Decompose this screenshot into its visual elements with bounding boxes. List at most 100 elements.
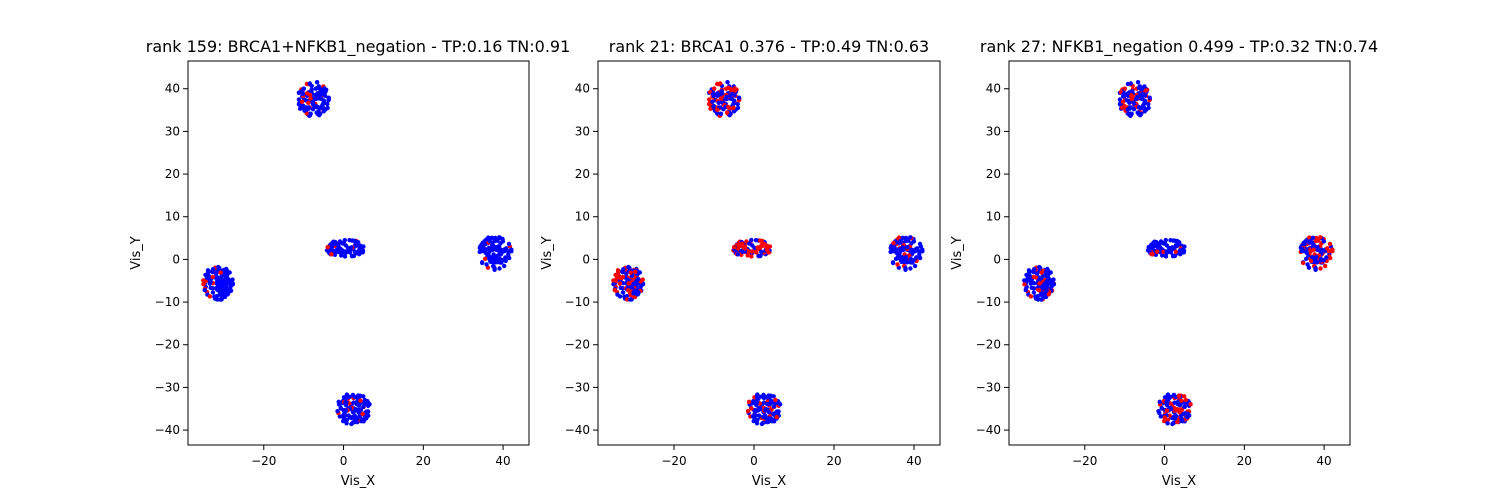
data-point [1175, 419, 1180, 425]
data-point [355, 393, 361, 399]
data-point [1031, 290, 1037, 295]
data-point [342, 237, 347, 243]
data-point [485, 265, 491, 270]
x-axis-label: Vis_X [752, 474, 786, 489]
data-point [218, 297, 223, 302]
data-point [1176, 393, 1182, 399]
data-point [347, 238, 352, 243]
data-point [768, 398, 774, 403]
data-point [1039, 297, 1044, 302]
data-point [628, 297, 633, 302]
data-point [618, 285, 623, 290]
data-point [633, 288, 638, 293]
data-point [916, 249, 922, 254]
data-point [1129, 111, 1134, 117]
y-tick-label: −20 [976, 338, 1001, 352]
data-point [631, 281, 636, 286]
data-point [502, 263, 507, 269]
data-point [338, 406, 344, 411]
data-point [1182, 394, 1187, 399]
data-point [1046, 292, 1051, 297]
y-tick-label: 0 [582, 252, 590, 266]
data-point [361, 244, 366, 249]
data-point [336, 399, 341, 404]
data-point [359, 419, 364, 424]
data-point [763, 407, 768, 413]
data-point [710, 99, 715, 105]
data-point [347, 250, 353, 255]
data-point [909, 247, 915, 252]
y-tick-label: 30 [575, 124, 590, 138]
y-tick-label: 10 [986, 210, 1001, 224]
data-point [492, 258, 497, 263]
data-point [1311, 247, 1316, 252]
panel-title: rank 21: BRCA1 0.376 - TP:0.49 TN:0.63 [609, 37, 929, 56]
data-point [317, 111, 323, 117]
data-point [1305, 262, 1310, 267]
data-point [735, 246, 741, 251]
y-tick-label: 20 [165, 167, 180, 181]
data-point [210, 274, 215, 280]
data-point [721, 107, 726, 112]
data-point [896, 265, 901, 270]
data-point [715, 91, 720, 96]
data-point [908, 258, 913, 263]
data-point [752, 415, 757, 420]
scatter-panel-3: rank 27: NFKB1_negation 0.499 - TP:0.32 … [950, 37, 1378, 489]
data-point [1043, 269, 1049, 274]
data-point [1163, 254, 1169, 259]
data-point [1169, 245, 1175, 250]
data-point [1159, 406, 1165, 411]
y-tick-label: −30 [155, 380, 180, 394]
data-point [767, 244, 773, 249]
x-tick-label: 20 [416, 454, 431, 468]
data-point [307, 81, 312, 86]
data-point [1182, 244, 1187, 249]
data-point [1125, 91, 1131, 96]
data-point [1310, 255, 1315, 260]
data-point [489, 235, 495, 240]
data-point [614, 272, 620, 278]
data-point [903, 258, 908, 263]
data-point [1318, 235, 1323, 240]
data-point [492, 238, 498, 243]
data-point [903, 238, 908, 243]
data-point [1175, 402, 1181, 407]
data-point [213, 271, 219, 276]
data-point [718, 96, 724, 101]
data-point [1138, 111, 1144, 117]
data-point [1180, 250, 1186, 255]
data-point [917, 255, 923, 261]
y-tick-label: 40 [986, 82, 1001, 96]
data-point [908, 235, 913, 240]
data-point [1150, 246, 1155, 251]
data-point [1035, 297, 1041, 302]
data-point [492, 267, 497, 272]
data-point [1313, 258, 1318, 263]
data-point [221, 294, 226, 299]
data-point [620, 274, 626, 280]
data-point [208, 285, 213, 290]
x-tick-label: 40 [1316, 454, 1331, 468]
data-point [1185, 411, 1190, 416]
data-point [1327, 241, 1333, 247]
data-point [1168, 238, 1173, 243]
data-point [352, 249, 357, 254]
y-tick-label: 0 [172, 252, 180, 266]
data-point [479, 246, 484, 252]
data-point [494, 245, 499, 250]
data-point [755, 392, 760, 397]
data-point [1179, 398, 1184, 403]
data-point [484, 262, 489, 267]
data-point [901, 247, 906, 252]
data-point [754, 421, 760, 426]
data-point [769, 419, 775, 424]
data-point [334, 249, 339, 254]
data-point [612, 287, 617, 293]
x-tick-label: 0 [1161, 454, 1169, 468]
y-axis-label: Vis_Y [129, 236, 144, 269]
data-point [761, 414, 766, 419]
data-point [1182, 404, 1187, 409]
x-axis-label: Vis_X [1162, 474, 1196, 489]
